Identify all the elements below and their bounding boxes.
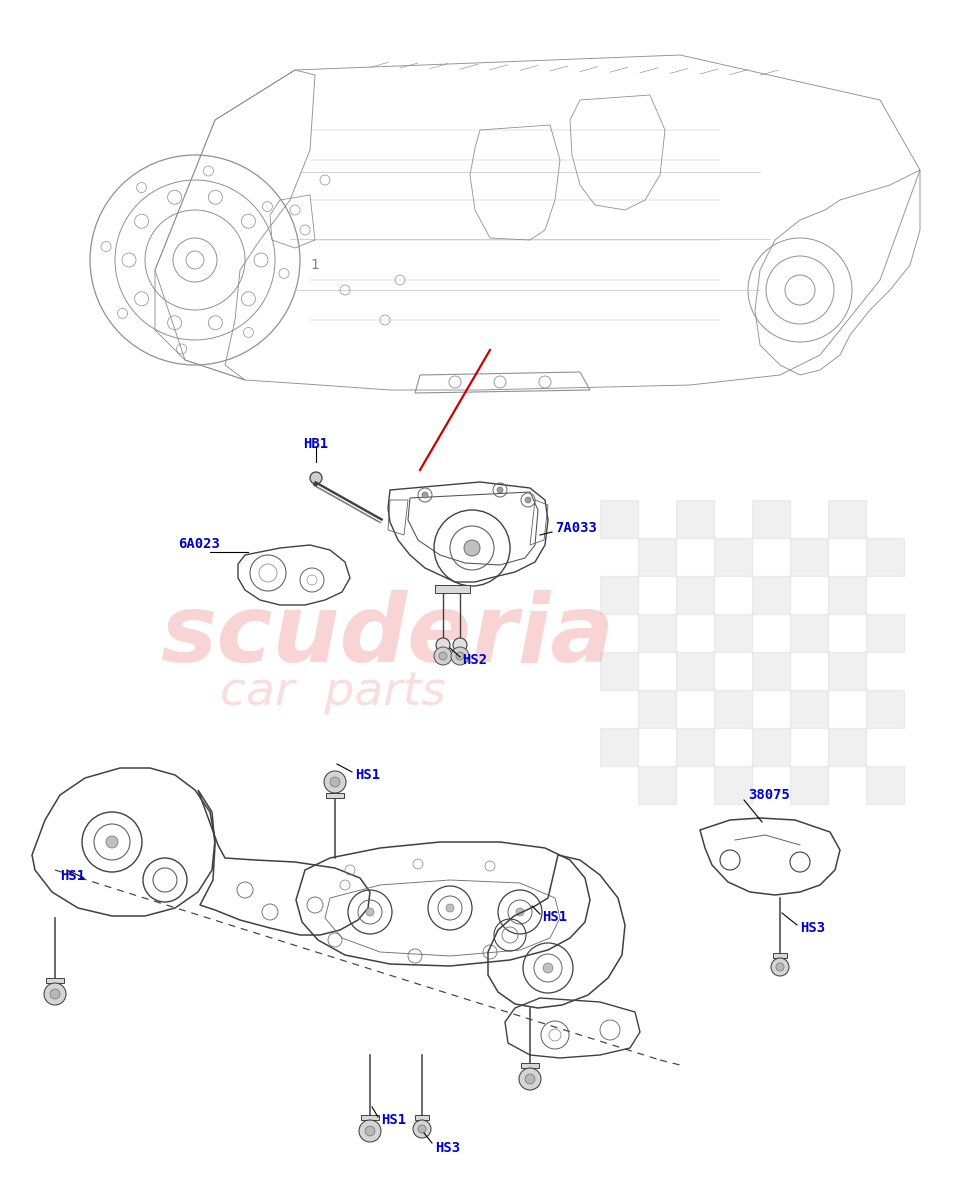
Bar: [638, 538, 676, 576]
Bar: [600, 652, 638, 690]
Bar: [415, 1115, 429, 1120]
Bar: [828, 576, 866, 614]
Bar: [752, 500, 790, 538]
Bar: [676, 652, 714, 690]
Circle shape: [776, 962, 784, 971]
Text: HS3: HS3: [435, 1141, 460, 1154]
Text: HS1: HS1: [381, 1114, 406, 1127]
Circle shape: [365, 1126, 375, 1136]
Bar: [676, 500, 714, 538]
Bar: [326, 793, 344, 798]
Bar: [790, 614, 828, 652]
Bar: [828, 500, 866, 538]
Circle shape: [525, 1074, 535, 1084]
Circle shape: [434, 647, 452, 665]
Bar: [773, 953, 787, 958]
Circle shape: [330, 778, 340, 787]
Bar: [638, 766, 676, 804]
Circle shape: [453, 638, 467, 652]
Bar: [600, 500, 638, 538]
Text: HS2: HS2: [462, 653, 487, 667]
Circle shape: [451, 647, 469, 665]
Circle shape: [422, 492, 428, 498]
Bar: [752, 652, 790, 690]
Text: HS1: HS1: [60, 869, 85, 883]
Bar: [714, 690, 752, 728]
Text: 1: 1: [310, 258, 320, 272]
Circle shape: [446, 904, 454, 912]
Bar: [866, 690, 904, 728]
Circle shape: [44, 983, 66, 1006]
Circle shape: [497, 487, 503, 493]
Circle shape: [516, 908, 524, 916]
Bar: [714, 614, 752, 652]
Circle shape: [310, 472, 322, 484]
Bar: [866, 614, 904, 652]
Text: HS1: HS1: [355, 768, 380, 782]
Bar: [752, 728, 790, 766]
Circle shape: [50, 989, 60, 998]
Bar: [828, 728, 866, 766]
Circle shape: [464, 540, 480, 556]
Bar: [790, 690, 828, 728]
Circle shape: [436, 638, 450, 652]
Bar: [638, 614, 676, 652]
Circle shape: [418, 1124, 426, 1133]
Circle shape: [525, 497, 531, 503]
Circle shape: [324, 770, 346, 793]
Circle shape: [771, 958, 789, 976]
Bar: [790, 538, 828, 576]
Bar: [866, 766, 904, 804]
Circle shape: [359, 1120, 381, 1142]
Bar: [361, 1115, 379, 1120]
Text: HB1: HB1: [303, 437, 328, 451]
Bar: [46, 978, 64, 983]
Circle shape: [543, 962, 553, 973]
Text: HS1: HS1: [542, 910, 567, 924]
Text: 7A033: 7A033: [555, 521, 597, 535]
Bar: [752, 576, 790, 614]
Text: scuderia: scuderia: [160, 590, 614, 682]
Bar: [600, 576, 638, 614]
Bar: [600, 728, 638, 766]
Bar: [521, 1063, 539, 1068]
Bar: [866, 538, 904, 576]
Bar: [676, 576, 714, 614]
Bar: [714, 766, 752, 804]
Circle shape: [519, 1068, 541, 1090]
Circle shape: [106, 836, 118, 848]
Text: 38075: 38075: [748, 788, 790, 802]
Text: HS3: HS3: [800, 922, 825, 935]
Circle shape: [413, 1120, 431, 1138]
Bar: [676, 728, 714, 766]
Circle shape: [439, 652, 447, 660]
Bar: [435, 584, 470, 593]
Text: car  parts: car parts: [220, 670, 446, 715]
Circle shape: [366, 908, 374, 916]
Bar: [828, 652, 866, 690]
Bar: [790, 766, 828, 804]
Bar: [714, 538, 752, 576]
Bar: [638, 690, 676, 728]
Circle shape: [456, 652, 464, 660]
Text: 6A023: 6A023: [178, 538, 220, 551]
